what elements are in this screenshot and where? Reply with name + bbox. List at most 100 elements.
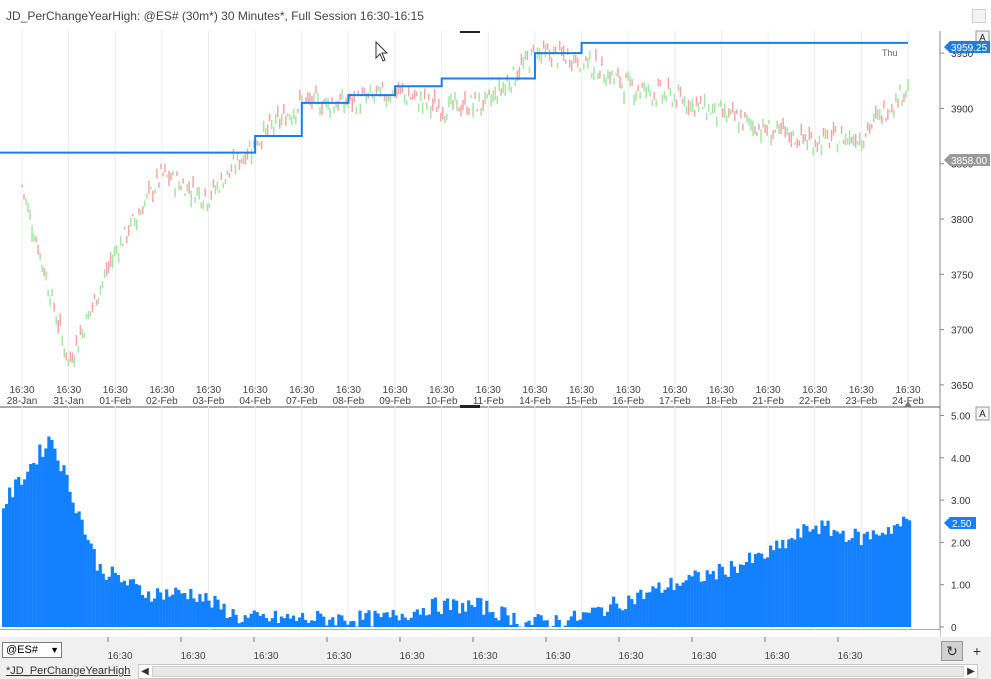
plus-icon[interactable]: + — [972, 643, 982, 659]
date-axis-date: 28-Jan — [7, 396, 38, 407]
histogram-bar — [590, 607, 595, 627]
histogram-bar — [892, 525, 897, 627]
histogram-bar — [74, 513, 78, 627]
histogram-bar — [621, 610, 625, 627]
time-axis-label: 16:30 — [180, 651, 205, 662]
histogram-bar — [159, 592, 163, 627]
date-axis-date: 11-Feb — [473, 396, 504, 407]
histogram-bar — [134, 584, 139, 627]
histogram-bar — [358, 610, 362, 627]
histogram-bar — [455, 600, 459, 627]
date-axis-time: 16:30 — [709, 385, 734, 396]
histogram-bar — [678, 585, 682, 627]
histogram-bar — [515, 623, 519, 627]
symbol-selector[interactable]: @ES# ▼ — [2, 642, 62, 658]
histogram-bar — [575, 620, 579, 627]
histogram-bar — [853, 528, 857, 627]
histogram-bar — [557, 619, 561, 627]
histogram-bar — [406, 619, 410, 627]
histogram-bar — [346, 624, 350, 627]
histogram-bar — [473, 606, 477, 627]
histogram-bar — [735, 572, 740, 627]
histogram-bar — [886, 527, 891, 627]
histogram-bar — [714, 579, 718, 627]
histogram-bar — [642, 598, 646, 627]
histogram-bar — [59, 471, 63, 627]
histogram-bar — [376, 613, 380, 627]
histogram-bar — [648, 592, 652, 627]
price-tick-label: 3750 — [951, 270, 974, 281]
indicator-panel-letter[interactable]: A — [979, 409, 986, 420]
scroll-right-icon[interactable]: ▶ — [967, 666, 975, 677]
chart-area[interactable]: 3950390038503800375037003650 5.004.003.0… — [0, 0, 991, 637]
histogram-bar — [627, 595, 631, 627]
histogram-bar — [276, 622, 281, 627]
histogram-bar — [862, 533, 866, 627]
histogram-bar — [153, 598, 157, 627]
histogram-bar — [790, 537, 794, 627]
histogram-bar — [723, 574, 727, 627]
histogram-bar — [95, 570, 99, 627]
histogram-bar — [503, 607, 507, 627]
histogram-bar — [340, 615, 344, 627]
histogram-bar — [258, 615, 262, 627]
histogram-bar — [711, 570, 715, 627]
histogram-bar — [379, 617, 383, 627]
histogram-bar — [261, 613, 265, 627]
histogram-bar — [313, 620, 317, 627]
date-axis-date: 22-Feb — [799, 396, 831, 407]
histogram-bar — [551, 626, 555, 627]
histogram-bar — [65, 474, 69, 627]
histogram-bar — [156, 588, 160, 627]
histogram-bar — [865, 531, 869, 627]
chart-title-bar: JD_PerChangeYearHigh: @ES# (30m*) 30 Min… — [0, 0, 991, 31]
time-axis-label: 16:30 — [472, 651, 497, 662]
date-axis-time: 16:30 — [196, 385, 221, 396]
histogram-bar — [485, 600, 489, 627]
histogram-bar — [83, 534, 87, 627]
histogram-bar — [533, 617, 537, 627]
refresh-icon[interactable]: ↻ — [941, 641, 963, 661]
histogram-bar — [820, 520, 824, 627]
histogram-bar — [23, 479, 27, 627]
histogram-bar — [464, 611, 468, 627]
histogram-bar — [385, 612, 389, 627]
date-axis-date: 09-Feb — [379, 396, 411, 407]
date-axis-time: 16:30 — [522, 385, 547, 396]
date-axis-date: 31-Jan — [53, 396, 84, 407]
histogram-bar — [234, 614, 238, 627]
scrollbar-thumb[interactable] — [152, 666, 964, 677]
histogram-bar — [50, 439, 54, 627]
scroll-left-icon[interactable]: ◀ — [141, 666, 149, 677]
date-axis-time: 16:30 — [756, 385, 781, 396]
histogram-bar — [841, 530, 845, 627]
histogram-bar — [146, 591, 151, 627]
histogram-bar — [439, 614, 444, 627]
histogram-bar — [895, 523, 900, 627]
histogram-bar — [799, 537, 803, 627]
histogram-bar — [409, 617, 413, 627]
histogram-bar — [793, 539, 797, 627]
histogram-bar — [168, 596, 172, 627]
histogram-bar — [760, 553, 764, 627]
price-panel-letter[interactable]: A — [979, 33, 986, 44]
histogram-bar — [458, 613, 462, 627]
histogram-bar — [213, 596, 217, 627]
window-control-button[interactable] — [972, 9, 986, 23]
workspace-tab[interactable]: *JD_PerChangeYearHigh — [6, 665, 131, 677]
histogram-bar — [880, 532, 885, 627]
histogram-bar — [584, 612, 589, 627]
histogram-bar — [889, 533, 894, 627]
histogram-bar — [832, 529, 836, 627]
histogram-bar — [805, 525, 809, 627]
year-high-label: 3959.25 — [951, 43, 988, 54]
histogram-bar — [690, 576, 694, 627]
histogram-bar — [264, 617, 268, 627]
histogram-bar — [364, 613, 368, 627]
histogram-bar — [663, 589, 667, 627]
histogram-bar — [702, 581, 706, 627]
histogram-bar — [17, 477, 21, 627]
histogram-bar — [216, 599, 220, 627]
histogram-bar — [636, 592, 640, 627]
date-axis-date: 04-Feb — [239, 396, 271, 407]
